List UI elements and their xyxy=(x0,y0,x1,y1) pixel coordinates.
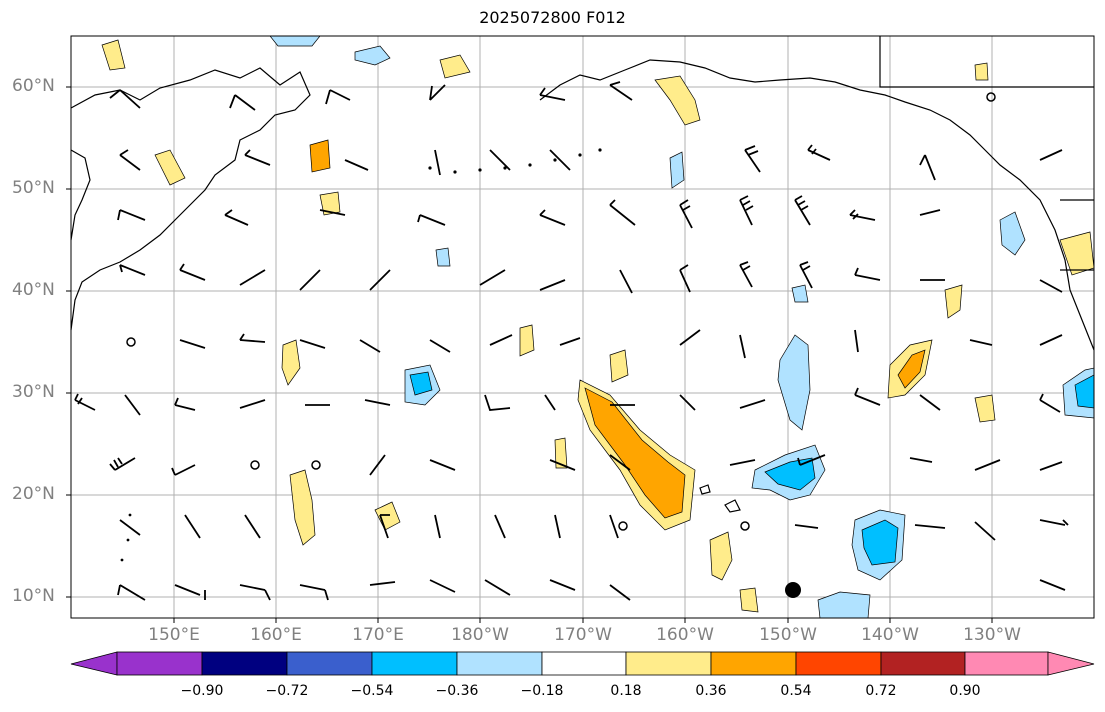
lat-label: 30°N xyxy=(12,382,55,402)
lon-label: 140°W xyxy=(861,625,919,645)
colorbar-segment xyxy=(710,651,797,676)
colorbar-extend-low xyxy=(70,651,118,676)
colorbar-extend-high xyxy=(1047,651,1095,676)
colorbar-tick-label: 0.54 xyxy=(780,683,812,699)
colorbar-tick-label: 0.90 xyxy=(949,683,981,699)
calm-circles xyxy=(126,92,996,531)
colorbar-segment xyxy=(116,651,203,676)
colorbar-segment xyxy=(964,651,1049,676)
lat-label: 60°N xyxy=(12,76,55,96)
colorbar-segment xyxy=(286,651,373,676)
lat-label: 20°N xyxy=(12,484,55,504)
lon-label: 160°E xyxy=(250,625,302,645)
colorbar-tick-label: 0.72 xyxy=(865,683,897,699)
colorbar-tick-label: −0.72 xyxy=(265,683,309,699)
colorbar-tick-label: −0.18 xyxy=(520,683,564,699)
wind-barbs xyxy=(74,81,1069,601)
colorbar-segment xyxy=(625,651,712,676)
lon-label: 160°W xyxy=(656,625,714,645)
lon-label: 150°W xyxy=(759,625,817,645)
map-title: 2025072800 F012 xyxy=(479,8,626,27)
lat-label: 10°N xyxy=(12,586,55,606)
colorbar-segment xyxy=(795,651,882,676)
colorbar-tick-label: 0.36 xyxy=(695,683,727,699)
observation-marker xyxy=(785,582,801,598)
colorbar-tick-label: −0.90 xyxy=(180,683,224,699)
colorbar-segment xyxy=(541,651,627,676)
positive-anomaly-shading xyxy=(101,39,1095,613)
lon-label: 150°E xyxy=(148,625,200,645)
negative-anomaly-shading xyxy=(269,35,1095,619)
colorbar-tick-label: −0.36 xyxy=(435,683,479,699)
tick-marks xyxy=(66,86,993,623)
colorbar-segment xyxy=(880,651,966,676)
aleutian-islands xyxy=(120,148,602,562)
colorbar xyxy=(70,651,1095,676)
colorbar-tick-label: 0.18 xyxy=(610,683,642,699)
grid-lines xyxy=(71,36,1094,618)
lon-label: 170°E xyxy=(352,625,404,645)
colorbar-tick-label: −0.54 xyxy=(350,683,394,699)
lat-label: 40°N xyxy=(12,280,55,300)
lat-label: 50°N xyxy=(12,178,55,198)
colorbar-segment xyxy=(371,651,458,676)
coastlines xyxy=(70,36,1095,513)
lon-label: 180°W xyxy=(451,625,509,645)
colorbar-segment xyxy=(201,651,288,676)
colorbar-segment xyxy=(456,651,543,676)
lon-label: 170°W xyxy=(554,625,612,645)
lon-label: 130°W xyxy=(963,625,1021,645)
